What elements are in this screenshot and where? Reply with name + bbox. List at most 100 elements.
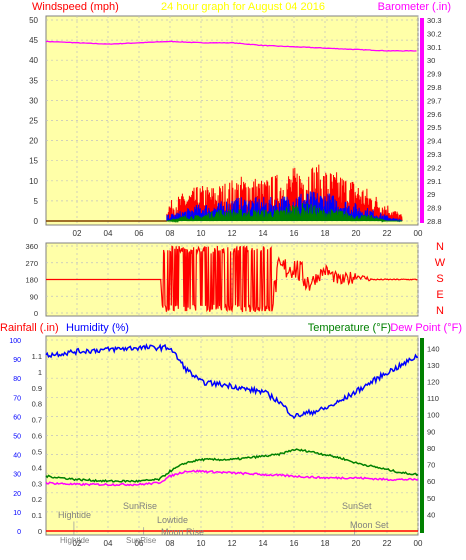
event-moonrise: Moon Rise — [161, 527, 204, 537]
rainfall-tick-label: 1 — [38, 368, 42, 377]
temperature-tick-label: 70 — [427, 461, 435, 470]
rainfall-tick-label: 0.8 — [32, 400, 42, 409]
direction-tick-label: 270 — [25, 259, 38, 268]
wind-x-tick-label: 20 — [352, 229, 361, 238]
humidity-series-line — [45, 343, 419, 420]
windspeed-tick-label: 5 — [34, 197, 39, 206]
temperature-tick-label: 50 — [427, 494, 435, 503]
compass-s: S — [436, 273, 443, 285]
windspeed-tick-label: 15 — [29, 157, 38, 166]
climate-x-tick-label: 16 — [290, 539, 299, 548]
humidity-tick-label: 60 — [13, 414, 21, 421]
direction-tick-label: 0 — [34, 309, 38, 318]
climate-x-tick-label: 14 — [259, 539, 268, 548]
event-sunset: SunSet — [342, 501, 372, 511]
barometer-tick-label: 28.9 — [427, 204, 442, 213]
barometer-tick-label: 29.2 — [427, 163, 442, 172]
humidity-tick-label: 80 — [13, 376, 21, 383]
rainfall-tick-label: 0.7 — [32, 416, 42, 425]
compass-n-bottom: N — [436, 305, 444, 317]
wind-direction-panel: 0 90 180 270 360 — [25, 242, 419, 318]
wind-x-tick-label: 12 — [228, 229, 237, 238]
compass-n-top: N — [436, 241, 444, 253]
direction-tick-label: 180 — [25, 276, 38, 285]
chart-labels: Windspeed (mph) 24 hour graph for August… — [0, 1, 462, 545]
temperature-tick-label: 110 — [427, 394, 439, 403]
windspeed-tick-label: 45 — [29, 36, 38, 45]
rainfall-tick-label: 0.6 — [32, 432, 42, 441]
rainfall-tick-label: 1.1 — [32, 352, 42, 361]
temperature-axis-bar — [420, 338, 424, 533]
barometer-tick-label: 30.1 — [427, 43, 442, 52]
rainfall-tick-label: 0 — [38, 527, 42, 536]
wind-x-tick-label: 00 — [414, 229, 423, 238]
direction-tick-label: 90 — [30, 292, 38, 301]
climate-x-tick-label: 22 — [383, 539, 392, 548]
rainfall-tick-label: 0.5 — [32, 447, 42, 456]
wind-x-tick-label: 16 — [290, 229, 299, 238]
dewpoint-series-line — [45, 469, 419, 487]
wind-x-tick-label: 22 — [383, 229, 392, 238]
windspeed-tick-label: 0 — [34, 217, 39, 226]
wind-x-tick-label: 06 — [135, 229, 144, 238]
rainfall-axis-title: Rainfall (.in) — [0, 322, 59, 334]
windspeed-tick-label: 10 — [29, 177, 38, 186]
windspeed-tick-label: 25 — [29, 117, 38, 126]
temperature-tick-label: 120 — [427, 378, 440, 387]
climate-x-tick-label: 04 — [104, 539, 113, 548]
barometer-tick-label: 29.7 — [427, 96, 442, 105]
barometer-tick-label: 29 — [427, 190, 435, 199]
event-lowtide: Lowtide — [157, 515, 188, 525]
climate-x-tick-label: 18 — [321, 539, 330, 548]
wind-x-tick-label: 14 — [259, 229, 268, 238]
humidity-tick-label: 40 — [13, 453, 21, 460]
barometer-tick-label: 29.4 — [427, 137, 442, 146]
climate-x-tick-label: 12 — [228, 539, 237, 548]
barometer-axis-title: Barometer (.in) — [378, 1, 451, 13]
windspeed-series-line — [166, 203, 403, 223]
humidity-tick-label: 10 — [13, 510, 21, 517]
humidity-tick-label: 100 — [9, 338, 21, 345]
wind-x-tick-label: 10 — [197, 229, 206, 238]
climate-x-tick-label: 06 — [135, 539, 144, 548]
climate-x-tick-label: 08 — [166, 539, 175, 548]
compass-w: W — [435, 257, 446, 269]
temperature-axis-title: Temperature (°F) — [308, 322, 391, 334]
humidity-tick-label: 20 — [13, 491, 21, 498]
humidity-tick-label: 0 — [17, 529, 21, 536]
climate-x-tick-label: 20 — [352, 539, 361, 548]
humidity-axis-title: Humidity (%) — [66, 322, 129, 334]
temperature-tick-label: 40 — [427, 510, 435, 519]
rainfall-tick-label: 0.2 — [32, 495, 42, 504]
temperature-tick-label: 100 — [427, 411, 440, 420]
windspeed-tick-label: 40 — [29, 56, 38, 65]
wind-x-tick-label: 18 — [321, 229, 330, 238]
temperature-tick-label: 140 — [427, 344, 440, 353]
barometer-tick-label: 29.6 — [427, 110, 442, 119]
barometer-tick-label: 30.2 — [427, 29, 442, 38]
climate-x-tick-label: 02 — [73, 539, 82, 548]
event-sunrise-1: SunRise — [123, 501, 157, 511]
event-sunrise-2: SunRise — [126, 536, 157, 545]
humidity-temperature-panel: 02 04 06 08 10 12 14 16 18 20 22 000102030405060708… — [9, 335, 440, 548]
humidity-tick-label: 90 — [13, 357, 21, 364]
graph-title: 24 hour graph for August 04 2016 — [161, 1, 325, 13]
climate-x-tick-label: 00 — [414, 539, 423, 548]
wind-x-tick-label: 02 — [73, 229, 82, 238]
windspeed-tick-label: 50 — [29, 16, 38, 25]
wind-x-tick-label: 08 — [166, 229, 175, 238]
temperature-tick-label: 130 — [427, 361, 440, 370]
windspeed-tick-label: 30 — [29, 96, 38, 105]
humidity-tick-label: 50 — [13, 434, 21, 441]
rainfall-tick-label: 0.4 — [32, 463, 42, 472]
wind-barometer-panel: 02 04 06 08 10 12 14 16 18 20 22 000510152025303540… — [29, 15, 442, 238]
barometer-tick-label: 30.3 — [427, 16, 442, 25]
rainfall-tick-label: 0.3 — [32, 479, 42, 488]
humidity-tick-label: 30 — [13, 472, 21, 479]
rainfall-tick-label: 0.1 — [32, 511, 42, 520]
barometer-tick-label: 29.8 — [427, 83, 442, 92]
event-hightide-2: Hightide — [60, 536, 90, 545]
dewpoint-axis-title: Dew Point (°F) — [390, 322, 462, 334]
barometer-tick-label: 29.3 — [427, 150, 442, 159]
